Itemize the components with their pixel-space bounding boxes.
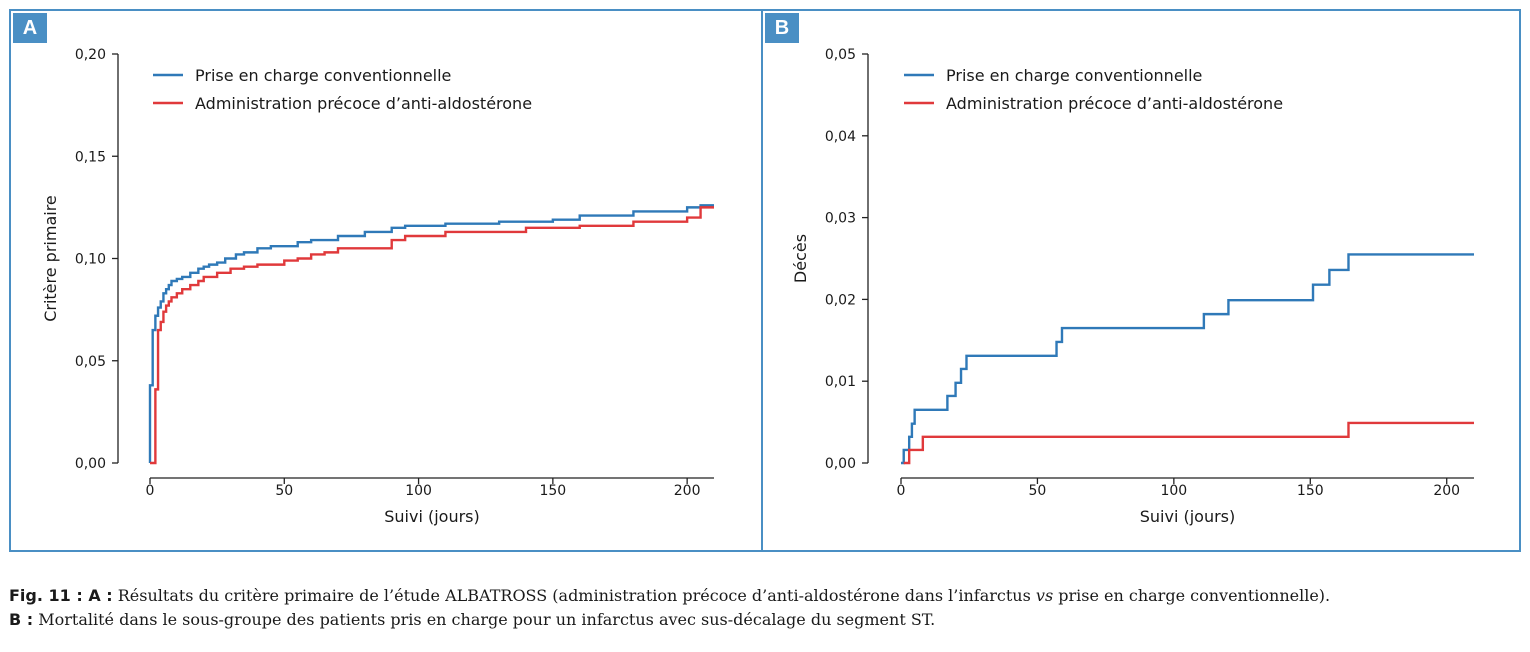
- x-tick-label: 50: [275, 483, 293, 499]
- x-tick-label: 100: [1160, 483, 1187, 499]
- x-tick-label: 0: [146, 483, 155, 499]
- y-tick-label: 0,10: [75, 252, 106, 268]
- y-tick-label: 0,00: [825, 456, 856, 472]
- y-tick-label: 0,02: [825, 292, 856, 308]
- legend-label: Prise en charge conventionnelle: [946, 66, 1202, 85]
- y-tick-label: 0,05: [75, 354, 106, 370]
- y-tick-label: 0,15: [75, 149, 106, 165]
- x-tick-label: 50: [1029, 483, 1047, 499]
- series-line-anti-aldosterone: [903, 421, 1474, 465]
- panel-divider: [761, 9, 763, 552]
- caption-b-text: Mortalité dans le sous-groupe des patien…: [33, 610, 936, 629]
- x-tick-label: 150: [539, 483, 566, 499]
- caption-a-label: A :: [82, 586, 113, 605]
- figure-caption: Fig. 11 : A : Résultats du critère prima…: [9, 584, 1521, 632]
- legend-label: Administration précoce d’anti-aldostéron…: [946, 94, 1283, 113]
- caption-fig-label: Fig. 11 :: [9, 586, 83, 605]
- x-tick-label: 0: [897, 483, 906, 499]
- series-line-anti-aldosterone: [150, 206, 714, 465]
- y-tick-label: 0,01: [825, 374, 856, 390]
- caption-a-text-1: Résultats du critère primaire de l’étude…: [112, 586, 1036, 605]
- x-tick-label: 200: [674, 483, 701, 499]
- y-tick-label: 0,05: [825, 47, 856, 63]
- x-axis-title: Suivi (jours): [384, 507, 480, 526]
- figure-frame: [9, 9, 1521, 552]
- series-line-conventional: [148, 204, 714, 463]
- y-tick-label: 0,00: [75, 456, 106, 472]
- legend-label: Prise en charge conventionnelle: [195, 66, 451, 85]
- x-tick-label: 100: [405, 483, 432, 499]
- legend-label: Administration précoce d’anti-aldostéron…: [195, 94, 532, 113]
- y-tick-label: 0,20: [75, 47, 106, 63]
- x-tick-label: 200: [1433, 483, 1460, 499]
- x-tick-label: 150: [1297, 483, 1324, 499]
- y-tick-label: 0,04: [825, 129, 856, 145]
- y-axis-title: Décès: [791, 234, 810, 283]
- caption-a-text-vs: vs: [1035, 586, 1054, 605]
- panel-a-badge: A: [13, 13, 47, 43]
- y-tick-label: 0,03: [825, 211, 856, 227]
- x-axis-title: Suivi (jours): [1140, 507, 1236, 526]
- caption-a-text-2: prise en charge conventionnelle).: [1053, 586, 1331, 605]
- series-line-conventional: [901, 253, 1474, 465]
- caption-b-label: B :: [9, 610, 34, 629]
- y-axis-title: Critère primaire: [41, 195, 60, 322]
- panel-b-badge: B: [765, 13, 799, 43]
